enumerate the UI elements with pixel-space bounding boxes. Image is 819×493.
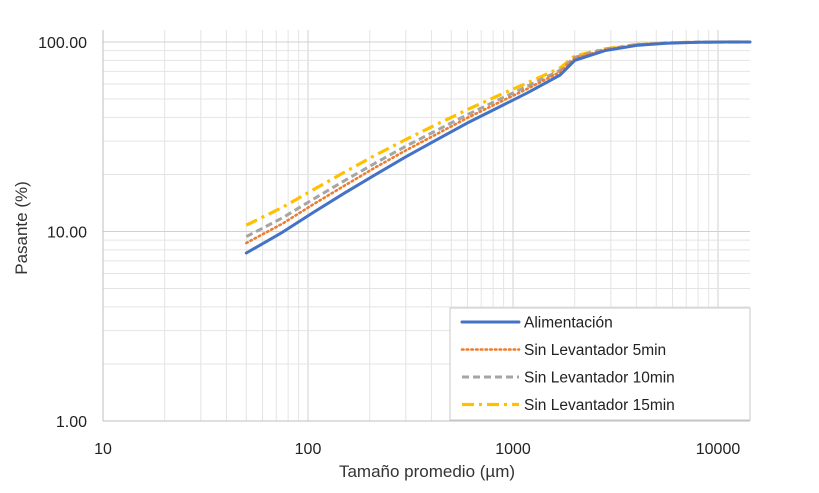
x-tick-labels: 10 100 1000 10000 bbox=[94, 441, 740, 458]
legend-label: Sin Levantador 15min bbox=[524, 397, 675, 414]
x-tick-label: 1000 bbox=[495, 441, 531, 458]
x-tick-label: 10000 bbox=[696, 441, 741, 458]
x-tick-label: 100 bbox=[295, 441, 322, 458]
y-axis-title: Pasante (%) bbox=[12, 181, 31, 275]
legend: Alimentación Sin Levantador 5min Sin Levan… bbox=[449, 307, 751, 421]
y-tick-label: 1.00 bbox=[56, 414, 87, 431]
series-line-0 bbox=[244, 40, 752, 255]
legend-label: Sin Levantador 5min bbox=[524, 342, 666, 359]
x-axis-title: Tamaño promedio (µm) bbox=[339, 462, 515, 481]
y-tick-labels: 1.00 10.00 100.00 bbox=[38, 35, 87, 431]
legend-box bbox=[449, 307, 751, 421]
legend-label: Alimentación bbox=[524, 315, 613, 332]
y-tick-label: 100.00 bbox=[38, 35, 87, 52]
plot-border bbox=[102, 30, 750, 422]
legend-label: Sin Levantador 10min bbox=[524, 370, 675, 387]
x-tick-label: 10 bbox=[94, 441, 112, 458]
y-tick-label: 10.00 bbox=[47, 225, 87, 242]
series-layer bbox=[244, 40, 752, 255]
